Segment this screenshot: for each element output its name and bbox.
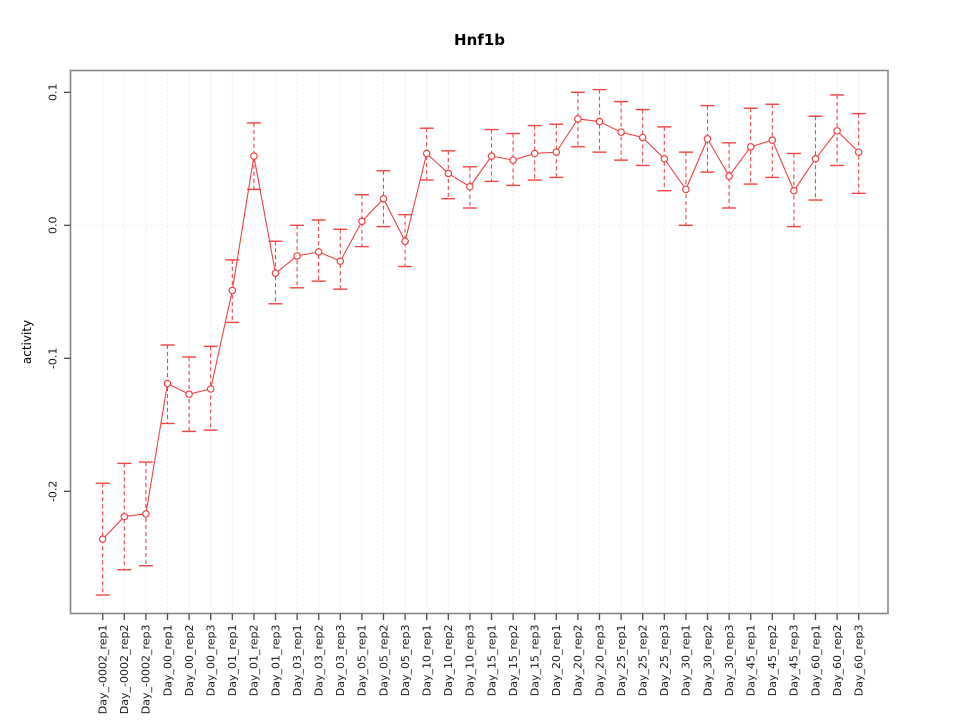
x-tick-label: Day_10_rep2	[442, 625, 455, 697]
data-point	[120, 512, 129, 521]
x-tick-label: Day_15_rep1	[485, 625, 498, 697]
x-tick-label: Day_15_rep3	[529, 625, 542, 697]
x-tick-label: Day_20_rep3	[593, 625, 606, 697]
x-tick-label: Day_20_rep2	[572, 625, 585, 697]
x-tick-label: Day_60_rep1	[809, 625, 822, 697]
x-tick-label: Day_01_rep2	[248, 625, 261, 697]
x-tick-label: Day_30_rep3	[723, 625, 736, 697]
data-point	[379, 194, 388, 203]
x-tick-label: Day_25_rep3	[658, 625, 671, 697]
data-point	[746, 143, 755, 151]
x-tick-label: Day_30_rep1	[680, 625, 693, 697]
x-tick-label: Day_60_rep3	[853, 625, 866, 697]
x-tick-label: Day_-0002_rep2	[118, 625, 131, 715]
x-tick-label: Day_25_rep1	[615, 625, 628, 697]
x-tick-label: Day_30_rep2	[701, 625, 714, 697]
data-point	[206, 385, 215, 393]
x-tick-label: Day_01_rep1	[226, 625, 239, 697]
data-point	[768, 136, 777, 144]
x-tick-label: Day_03_rep1	[291, 625, 304, 697]
data-point	[703, 135, 712, 143]
data-point	[271, 269, 280, 277]
data-point	[444, 169, 453, 178]
data-point	[725, 172, 733, 180]
x-tick-label: Day_03_rep2	[313, 625, 326, 697]
data-point	[574, 115, 582, 123]
data-point	[422, 149, 431, 158]
x-tick-label: Day_25_rep2	[637, 625, 650, 697]
x-tick-label: Day_05_rep2	[377, 625, 390, 697]
x-tick-label: Day_00_rep1	[161, 625, 174, 697]
data-point	[401, 237, 409, 246]
x-tick-label: Day_-0002_rep3	[140, 625, 153, 715]
data-point	[854, 148, 863, 156]
data-point	[466, 182, 474, 191]
data-point	[790, 186, 798, 195]
x-tick-label: Day_60_rep2	[831, 625, 844, 697]
data-point	[163, 379, 172, 388]
y-tick-label: -0.1	[47, 348, 60, 369]
x-tick-label: Day_05_rep1	[356, 625, 369, 697]
x-tick-label: Day_20_rep1	[550, 625, 563, 697]
data-point	[142, 510, 150, 518]
x-tick-label: Day_01_rep3	[269, 625, 282, 697]
data-point	[833, 127, 841, 135]
data-point	[358, 217, 366, 226]
data-point	[638, 133, 647, 142]
x-tick-label: Day_15_rep2	[507, 625, 520, 697]
x-tick-label: Day_-0002_rep1	[97, 625, 110, 715]
data-point	[98, 535, 107, 543]
data-point	[509, 156, 517, 164]
data-point	[336, 257, 345, 266]
data-point	[185, 390, 193, 399]
data-point	[487, 152, 496, 160]
x-tick-label: Day_10_rep1	[421, 625, 434, 697]
x-tick-label: Day_03_rep3	[334, 625, 347, 697]
data-point	[617, 128, 625, 137]
data-point	[293, 252, 301, 260]
data-point	[314, 248, 323, 256]
x-tick-label: Day_10_rep3	[464, 625, 477, 697]
y-tick-label: -0.2	[47, 481, 60, 502]
series-line	[102, 118, 860, 540]
x-tick-label: Day_45_rep3	[788, 625, 801, 697]
chart-title: Hnf1b	[454, 31, 505, 49]
x-tick-label: Day_00_rep2	[183, 625, 196, 697]
data-point	[811, 155, 820, 163]
x-tick-label: Day_45_rep1	[745, 625, 758, 697]
data-point	[228, 286, 237, 295]
y-tick-label: 0.1	[47, 84, 60, 102]
data-point	[552, 148, 561, 156]
data-point	[250, 152, 258, 160]
data-point	[595, 117, 604, 126]
x-tick-label: Day_05_rep3	[399, 625, 412, 697]
plot-frame	[69, 69, 889, 615]
data-point	[660, 155, 669, 163]
x-tick-label: Day_00_rep3	[205, 625, 218, 697]
data-point	[682, 185, 690, 194]
x-tick-label: Day_45_rep2	[766, 625, 779, 697]
y-tick-label: 0.0	[47, 217, 60, 235]
data-point	[530, 149, 539, 158]
